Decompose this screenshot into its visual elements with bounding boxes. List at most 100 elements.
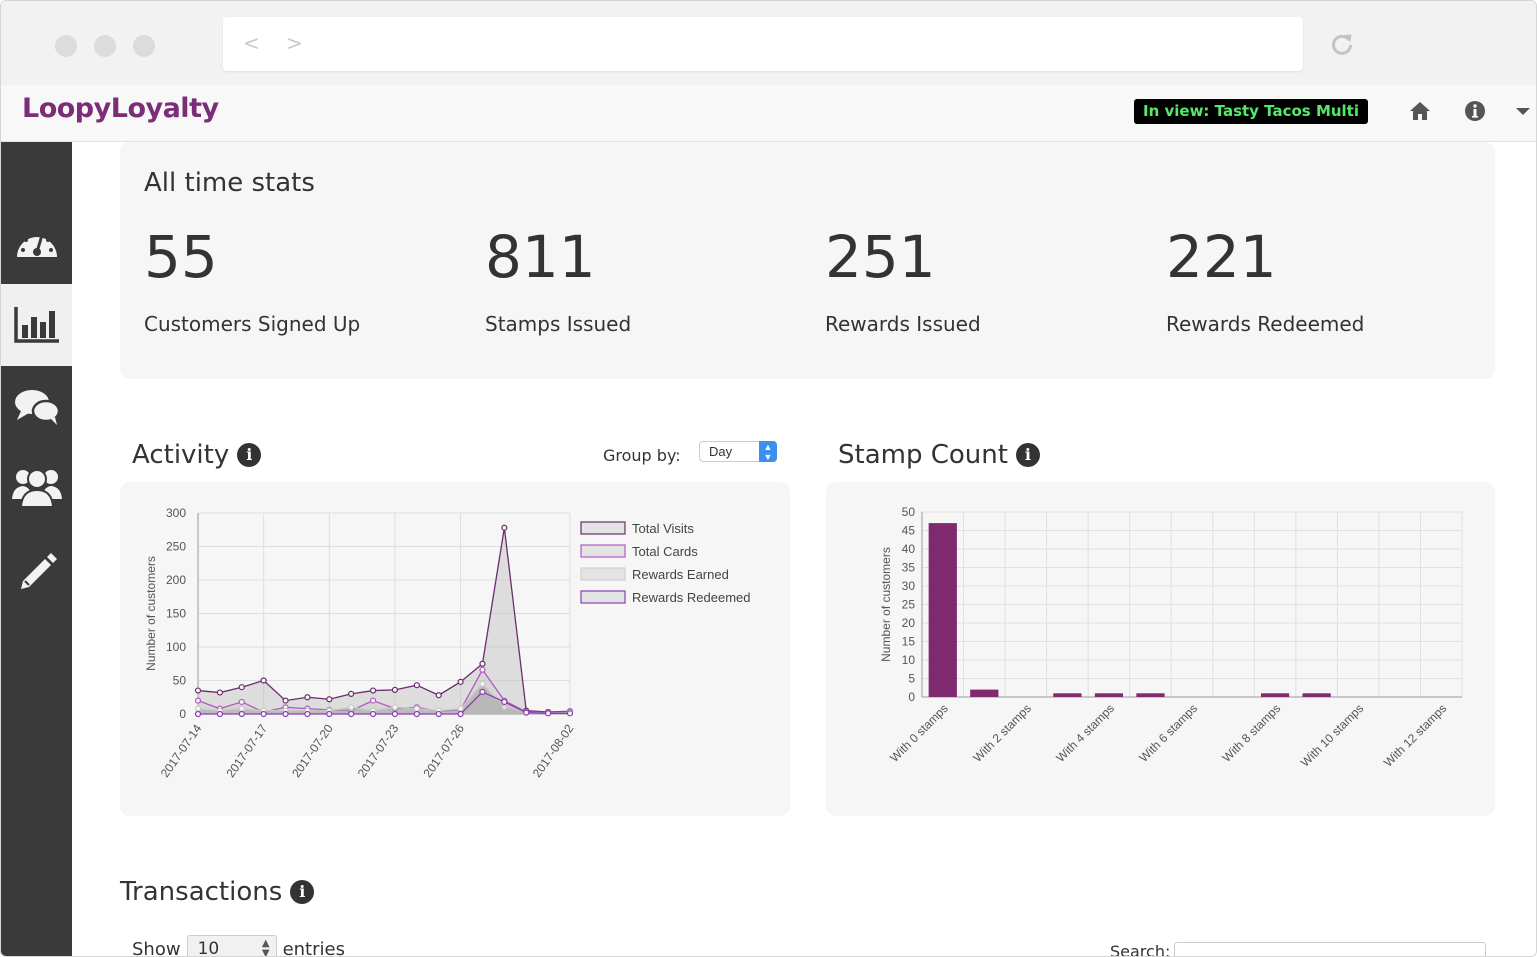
y-tick-label: 25: [902, 598, 916, 612]
series-line: [197, 527, 571, 713]
data-point: [391, 710, 399, 718]
y-tick-label: 150: [166, 607, 186, 621]
data-point: [238, 710, 245, 718]
data-point: [238, 698, 245, 706]
series-line: [198, 691, 570, 715]
sidebar: [1, 142, 72, 956]
data-point: [479, 688, 486, 695]
data-point: [369, 697, 377, 704]
data-point: [304, 694, 311, 701]
sidebar-item-messages[interactable]: [1, 366, 72, 448]
y-tick-label: 300: [166, 506, 186, 520]
x-tick-label: With 10 stamps: [1298, 701, 1366, 769]
entries-select[interactable]: 10 ▲ ▼: [186, 935, 277, 957]
users-group-icon: [11, 469, 62, 508]
stats-title: All time stats: [144, 168, 315, 198]
series-area: [198, 683, 570, 714]
data-point: [260, 710, 267, 718]
nav-arrows-icon[interactable]: < >: [243, 31, 313, 55]
search-input[interactable]: [1174, 942, 1487, 956]
y-tick-label: 40: [902, 542, 916, 556]
app-logo[interactable]: LoopyLoyalty: [22, 93, 219, 124]
data-point: [348, 704, 355, 711]
data-point: [216, 689, 223, 696]
sidebar-item-edit[interactable]: [1, 530, 72, 612]
data-point: [413, 705, 420, 712]
address-bar[interactable]: < >: [223, 17, 1303, 71]
data-point: [457, 705, 464, 712]
legend-label: Total Visits: [632, 521, 694, 536]
window-close-dot[interactable]: [55, 35, 77, 57]
bar: [1302, 693, 1331, 697]
caret-down-icon[interactable]: [1511, 99, 1535, 123]
y-tick-label: 5: [908, 672, 915, 686]
x-tick-label: 2017-07-14: [158, 721, 205, 780]
transactions-title-text: Transactions: [120, 877, 283, 907]
activity-info-icon[interactable]: i: [237, 443, 262, 467]
y-tick-label: 0: [908, 690, 915, 704]
data-point: [216, 710, 223, 718]
y-axis-label: Number of customers: [144, 556, 158, 671]
y-tick-label: 45: [902, 524, 916, 538]
sidebar-item-stats[interactable]: [1, 284, 72, 366]
data-point: [391, 704, 399, 711]
activity-title-text: Activity: [132, 440, 230, 470]
data-point: [457, 710, 464, 718]
legend-label: Rewards Earned: [632, 567, 729, 582]
window-maximize-dot[interactable]: [133, 35, 155, 57]
transactions-info-icon[interactable]: i: [290, 880, 315, 904]
pencil-icon: [20, 553, 57, 589]
y-tick-label: 10: [902, 653, 916, 667]
bar-chart-icon: [13, 307, 59, 343]
x-tick-label: With 8 stamps: [1220, 701, 1284, 765]
window-minimize-dot[interactable]: [94, 35, 116, 57]
stat-label: Stamps Issued: [485, 312, 632, 336]
data-point: [413, 710, 420, 718]
y-tick-label: 250: [166, 540, 186, 554]
series-area: [198, 527, 570, 714]
data-point: [369, 687, 377, 694]
transactions-title: Transactions i: [120, 877, 315, 907]
reload-icon[interactable]: [1327, 29, 1357, 59]
stat-value: 251: [825, 223, 936, 291]
sidebar-item-customers[interactable]: [1, 446, 72, 528]
stat-value: 55: [144, 223, 218, 291]
data-point: [413, 682, 420, 689]
top-navbar: LoopyLoyalty In view: Tasty Tacos Multi: [1, 85, 1536, 142]
y-axis-label: Number of customers: [879, 547, 893, 662]
x-tick-label: 2017-07-23: [355, 721, 402, 780]
home-icon[interactable]: [1408, 99, 1432, 123]
y-tick-label: 200: [166, 573, 186, 587]
stamp-count-title: Stamp Count i: [838, 440, 1040, 470]
data-point: [282, 697, 289, 704]
group-by-select[interactable]: Day ▲ ▼: [699, 441, 777, 462]
x-tick-label: With 12 stamps: [1381, 701, 1449, 769]
stat-stamps: 811 Stamps Issued: [485, 222, 805, 336]
stat-value: 221: [1166, 223, 1277, 291]
group-by-label: Group by:: [603, 446, 681, 465]
data-point: [326, 696, 333, 703]
stamp-count-title-text: Stamp Count: [838, 440, 1008, 470]
bar: [1260, 693, 1290, 697]
entries-value: 10: [197, 939, 220, 957]
y-tick-label: 15: [902, 635, 916, 649]
stamp-count-info-icon[interactable]: i: [1015, 443, 1040, 467]
bar: [1136, 693, 1165, 697]
legend-label: Rewards Redeemed: [632, 590, 751, 605]
stat-rewards-redeemed: 221 Rewards Redeemed: [1166, 222, 1486, 336]
x-tick-label: With 6 stamps: [1136, 701, 1200, 765]
data-point: [566, 710, 574, 717]
info-icon[interactable]: [1463, 99, 1487, 123]
chat-bubbles-icon: [14, 390, 60, 425]
activity-chart-panel: 0 50 100 150 200 250 300 2017-07-14 2017-07-17 20…: [120, 482, 790, 816]
data-point: [501, 524, 508, 531]
x-tick-label: 2017-07-17: [223, 721, 270, 780]
x-tick-label: With 4 stamps: [1053, 701, 1117, 765]
transactions-search: Search:: [1110, 942, 1487, 956]
data-point: [304, 710, 311, 718]
bar: [970, 689, 999, 697]
main-content: All time stats 55 Customers Signed Up 81…: [72, 142, 1536, 957]
in-view-badge: In view: Tasty Tacos Multi: [1134, 99, 1368, 124]
sidebar-item-dashboard[interactable]: [1, 202, 72, 284]
series-line: [197, 682, 571, 714]
